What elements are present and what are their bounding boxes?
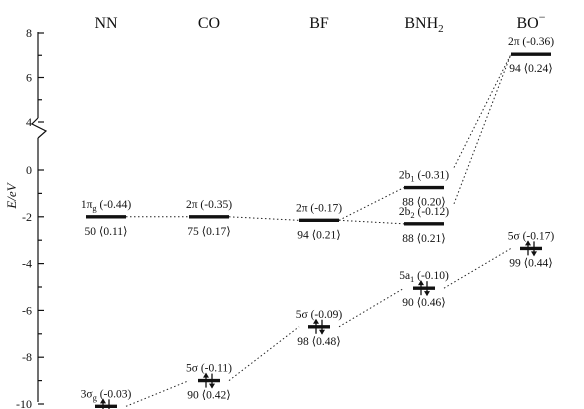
y-tick-label: 0 — [26, 163, 32, 177]
electron-down-arrowhead — [531, 251, 537, 257]
orbital-composition: 90 ⟨0.42⟩ — [187, 390, 230, 402]
correlation-line — [338, 219, 405, 225]
correlation-line — [453, 53, 512, 204]
electron-up-arrowhead — [100, 398, 106, 404]
orbital-composition: 75 ⟨0.17⟩ — [187, 226, 230, 238]
electron-up-arrowhead — [418, 280, 424, 286]
orbital-composition: 98 ⟨0.48⟩ — [297, 336, 340, 348]
orbital-levels: 1πg (-0.44)50 ⟨0.11⟩3σg (-0.03)50 ⟨0.27⟩… — [81, 36, 555, 409]
electron-down-arrowhead — [209, 383, 215, 389]
correlation-line — [338, 187, 405, 221]
correlation-line — [228, 216, 300, 221]
correlation-line — [453, 53, 512, 168]
y-tick-label: -2 — [22, 210, 32, 224]
energy-axis: E/eV — [4, 32, 48, 402]
orbital-label: 2π (-0.35) — [186, 199, 232, 211]
correlation-line — [338, 287, 405, 328]
correlation-lines — [125, 53, 512, 407]
orbital-label: 5σ (-0.09) — [296, 309, 343, 321]
axis-break — [30, 117, 48, 139]
orbital-composition: 99 ⟨0.44⟩ — [509, 257, 552, 269]
molecule-label: NN — [94, 15, 118, 32]
orbital-label: 1πg (-0.44) — [81, 199, 131, 213]
orbital-composition: 50 ⟨0.11⟩ — [84, 226, 127, 238]
y-tick-label: -4 — [22, 257, 32, 271]
electron-down-arrowhead — [319, 329, 325, 335]
orbital-composition: 88 ⟨0.21⟩ — [402, 233, 445, 245]
molecule-label: BF — [309, 15, 329, 32]
molecule-headers: NN CO BF BNH2 BO− — [94, 10, 545, 35]
orbital-composition: 94 ⟨0.21⟩ — [297, 229, 340, 241]
correlation-line — [228, 326, 300, 381]
orbital-label: 2π (-0.36) — [508, 36, 554, 48]
y-tick-label: -8 — [22, 350, 32, 364]
y-tick-label: 6 — [26, 71, 32, 85]
electron-down-arrowhead — [424, 291, 430, 297]
orbital-composition: 94 ⟨0.24⟩ — [509, 63, 552, 75]
axis-ticks: 8 6 4 0 -2 -4 -6 -8 -10 — [16, 26, 44, 409]
y-tick-label: -10 — [16, 397, 32, 409]
molecule-label: BO− — [516, 10, 545, 32]
electron-up-arrowhead — [313, 318, 319, 324]
electron-up-arrowhead — [525, 240, 531, 246]
orbital-label: 3σg (-0.03) — [81, 388, 132, 402]
orbital-label: 5a1 (-0.10) — [399, 270, 449, 284]
orbital-label: 2b1 (-0.31) — [399, 170, 449, 184]
electron-up-arrowhead — [203, 372, 209, 378]
orbital-composition: 88 ⟨0.20⟩ — [402, 197, 445, 209]
y-tick-label: -6 — [22, 303, 32, 317]
orbital-composition: 90 ⟨0.46⟩ — [402, 297, 445, 309]
correlation-line — [443, 247, 512, 289]
molecule-label: BNH2 — [404, 15, 443, 35]
molecule-label: CO — [198, 15, 220, 32]
y-tick-label: 4 — [26, 115, 32, 129]
orbital-label: 5σ (-0.17) — [508, 230, 555, 242]
orbital-label: 5σ (-0.11) — [186, 363, 232, 375]
correlation-line — [125, 380, 190, 407]
y-axis-label: E/eV — [4, 181, 19, 209]
y-tick-label: 8 — [26, 26, 32, 40]
orbital-label: 2π (-0.17) — [296, 202, 342, 214]
orbital-label: 2b2 (-0.12) — [399, 206, 449, 220]
